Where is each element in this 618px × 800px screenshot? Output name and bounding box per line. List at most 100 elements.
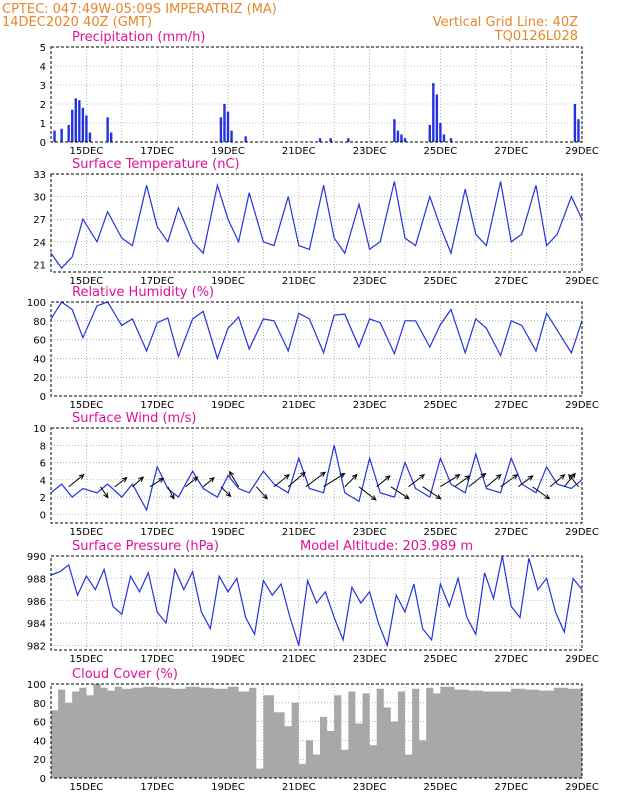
- precip-bar: [396, 130, 400, 142]
- wind-vector: [500, 474, 519, 488]
- x-tick-label: 29DEC: [565, 527, 599, 538]
- panel-frame: [50, 301, 583, 397]
- precip-bar: [400, 134, 403, 142]
- x-tick-label: 29DEC: [565, 400, 599, 411]
- precip-bar: [78, 100, 81, 142]
- precip-bar: [106, 117, 109, 142]
- wind-vector: [185, 476, 199, 488]
- precip-bar: [67, 124, 70, 142]
- x-tick-label: 27DEC: [494, 527, 528, 538]
- x-tick-label: 25DEC: [424, 146, 458, 157]
- x-tick-label: 15DEC: [70, 276, 104, 287]
- x-tick-label: 17DEC: [140, 146, 174, 157]
- y-tick-label: 986: [27, 597, 46, 608]
- x-tick-label: 21DEC: [282, 527, 316, 538]
- x-tick-label: 15DEC: [70, 527, 104, 538]
- wind-vector: [358, 486, 377, 501]
- precip-bar: [439, 123, 442, 142]
- x-tick-label: 17DEC: [140, 400, 174, 411]
- precip-bar: [230, 130, 233, 142]
- wind-vector: [344, 473, 358, 488]
- wind-vector: [549, 473, 566, 488]
- y-tick-label: 24: [33, 238, 46, 249]
- wind-vector: [422, 486, 442, 500]
- panel-title: Precipitation (mm/h): [72, 30, 205, 45]
- model-altitude-label: Model Altitude: 203.989 m: [300, 539, 473, 554]
- header: CPTEC: 047:49W-05:09S IMPERATRIZ (MA) 14…: [2, 2, 578, 44]
- panel-pressure: 982 984 986 988 990 15DEC 17DEC 19DEC 21DEC 23DEC…: [27, 539, 599, 665]
- panel-humidity: 0 20 40 60 80 100 15DEC 17DEC 19DEC 21DEC 23DEC 25D…: [27, 285, 599, 411]
- y-tick-label: 40: [33, 354, 46, 365]
- precip-bar: [53, 130, 56, 142]
- wind-vector: [229, 470, 240, 487]
- precip-bar: [88, 132, 92, 142]
- wind-vector: [220, 486, 232, 498]
- x-tick-label: 27DEC: [494, 782, 528, 793]
- x-tick-label: 29DEC: [565, 276, 599, 287]
- wind-vector: [149, 477, 165, 488]
- y-tick-label: 2: [40, 493, 46, 504]
- x-tick-label: 29DEC: [565, 654, 599, 665]
- x-tick-label: 25DEC: [424, 400, 458, 411]
- y-tick-label: 0: [40, 774, 46, 785]
- panel-title: Surface Temperature (nC): [72, 157, 240, 172]
- panel-title: Relative Humidity (%): [72, 285, 214, 300]
- x-tick-label: 23DEC: [353, 654, 387, 665]
- x-tick-label: 25DEC: [424, 782, 458, 793]
- x-tick-label: 27DEC: [494, 400, 528, 411]
- panel-cloud: 0 20 40 60 80 100 15DEC 17DEC 19DEC 21DEC 23DEC 25D…: [27, 667, 599, 793]
- panel-title: Surface Pressure (hPa): [72, 539, 219, 554]
- panel-precip: 0 1 2 3 4 5 15DEC 17DEC 19DEC 21DEC 23DEC 25DEC 27DE…: [40, 30, 599, 157]
- precip-bar: [393, 119, 396, 142]
- wind-vector: [202, 476, 215, 488]
- x-tick-label: 23DEC: [353, 400, 387, 411]
- y-tick-label: 10: [33, 424, 46, 435]
- x-tick-label: 15DEC: [70, 782, 104, 793]
- y-tick-label: 4: [40, 476, 46, 487]
- wind-series-line: [50, 445, 583, 512]
- x-tick-label: 23DEC: [353, 146, 387, 157]
- wind-vector: [517, 475, 534, 488]
- wind-vector: [440, 474, 461, 488]
- precip-bar: [85, 115, 88, 142]
- y-tick-label: 6: [40, 459, 46, 470]
- y-tick-label: 4: [40, 62, 46, 73]
- x-tick-label: 23DEC: [353, 527, 387, 538]
- wind-vector: [486, 473, 502, 488]
- precip-bar: [223, 104, 226, 142]
- x-tick-label: 27DEC: [494, 654, 528, 665]
- y-tick-label: 2: [40, 100, 46, 111]
- pressure-series-line: [50, 555, 583, 648]
- wind-vector: [305, 471, 326, 488]
- precip-bar: [244, 136, 247, 142]
- x-tick-label: 25DEC: [424, 654, 458, 665]
- wind-vector: [563, 472, 576, 488]
- y-tick-label: 60: [33, 336, 46, 347]
- precip-bar: [226, 111, 230, 142]
- header-grid-note: Vertical Grid Line: 40Z: [433, 15, 578, 30]
- y-tick-label: 33: [33, 170, 46, 181]
- wind-vector: [68, 474, 85, 488]
- panel-temperature: 21 24 27 30 33 15DEC 17DEC 19DEC 21DEC 23DEC 25DEC…: [33, 157, 599, 287]
- x-tick-label: 19DEC: [211, 276, 245, 287]
- wind-vector: [532, 486, 551, 500]
- header-model-code: TQ0126L028: [494, 29, 578, 44]
- x-tick-label: 19DEC: [211, 782, 245, 793]
- cloud-cover-area: [51, 684, 582, 778]
- panel-title: Surface Wind (m/s): [72, 411, 196, 426]
- panel-wind: 0 2 4 6 8 10 15DEC 17DEC 19DEC 21DEC 23DEC 25DEC 27D…: [33, 411, 599, 538]
- y-tick-label: 100: [27, 680, 46, 691]
- wind-vector: [454, 475, 471, 488]
- x-tick-label: 17DEC: [140, 276, 174, 287]
- wind-vector: [100, 486, 109, 499]
- x-tick-label: 15DEC: [70, 146, 104, 157]
- wind-vector: [376, 475, 391, 488]
- x-tick-label: 23DEC: [353, 276, 387, 287]
- y-tick-label: 30: [33, 193, 46, 204]
- precip-bar: [428, 124, 431, 142]
- y-tick-label: 80: [33, 317, 46, 328]
- x-tick-label: 27DEC: [494, 276, 528, 287]
- y-tick-label: 8: [40, 441, 46, 452]
- y-tick-label: 0: [40, 510, 46, 521]
